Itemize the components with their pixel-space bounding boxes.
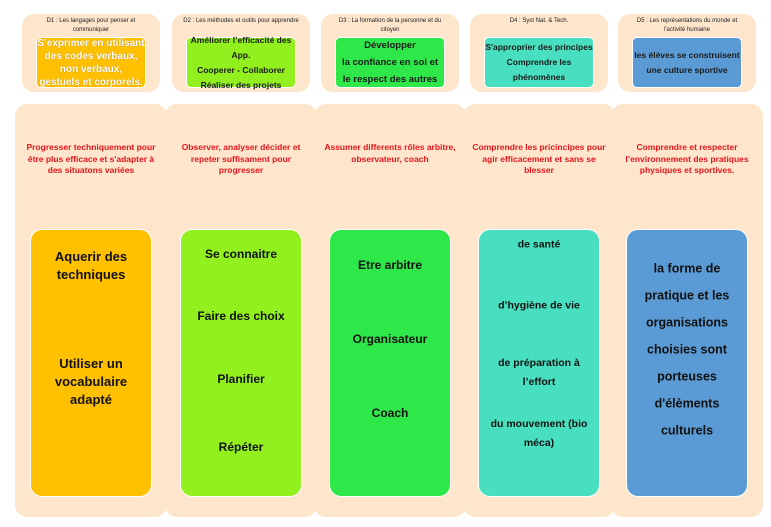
domain-title: D5 : Les représentations du monde et l'a…: [636, 18, 738, 33]
objective-text: Comprendre les pricincipes pour agir eff…: [472, 142, 606, 175]
summary-line: les élèves se construisent: [634, 49, 740, 60]
summary-line: des codes verbaux,: [44, 50, 138, 62]
skills-box: la forme de pratique et les organisation…: [626, 229, 748, 497]
skill-item: la forme de pratique et les organisation…: [644, 261, 730, 438]
skill-item: Faire des choix: [197, 309, 285, 323]
domain-panel-d2: D2 : Les méthodes et outils pour apprend…: [172, 14, 310, 92]
summary-line: Comprendre les phénomènes: [506, 57, 572, 82]
skill-item: Etre arbitre: [357, 258, 423, 272]
skill-item: Planifier: [217, 372, 265, 386]
objective-text: Assumer differents rôles arbitre, observ…: [324, 142, 456, 164]
skill-item: de santé: [517, 238, 561, 251]
domain-panel-d5: D5 : Les représentations du monde et l'a…: [618, 14, 756, 92]
skill-item: d’hygiène de vie: [498, 299, 580, 312]
summary-line: une culture sportive: [646, 64, 728, 75]
domain-title: D2 : Les méthodes et outils pour apprend…: [183, 18, 299, 24]
skills-box: Aquerir des techniques Utiliser un vocabu…: [30, 229, 152, 497]
skills-box: Etre arbitre Organisateur Coach: [329, 229, 451, 497]
skills-box: de santé d’hygiène de vie de préparation à…: [478, 229, 600, 497]
domain-summary-box: les élèves se construisent une culture sp…: [632, 37, 742, 88]
objective-text: Progresser techniquement pour être plus …: [26, 142, 156, 175]
domain-summary-box: S'approprier des principes Comprendre les…: [484, 37, 594, 88]
domain-panel-d1: D1 : Les langages pour penser et communi…: [22, 14, 160, 92]
summary-line: Développer: [364, 40, 416, 51]
objective-panel-d4: Comprendre les pricincipes pour agir eff…: [463, 104, 615, 517]
domain-panel-d4: D4 : Syst Nat. & Tech. S'approprier des p…: [470, 14, 608, 92]
objective-panel-d2: Observer, analyser décider et repeter su…: [165, 104, 317, 517]
objective-panel-d3: Assumer differents rôles arbitre, observ…: [314, 104, 466, 517]
skill-item: Aquerir des techniques: [54, 249, 128, 282]
domain-title: D3 : La formation de la personne et du c…: [338, 18, 442, 33]
skill-item: Se connaitre: [204, 247, 278, 261]
domain-summary-box: S’exprimer en utilisant des codes verbaux…: [36, 37, 146, 88]
summary-line: Réaliser des projets: [200, 79, 282, 90]
skill-item: de préparation à l’effort: [498, 357, 580, 388]
domain-panel-d3: D3 : La formation de la personne et du c…: [321, 14, 459, 92]
summary-line: gestuels et corporels.: [39, 76, 143, 88]
objective-panel-d5: Comprendre et respecter l’environnement …: [611, 104, 763, 517]
summary-line: non verbaux,: [59, 63, 123, 75]
skill-item: du mouvement (bio méca): [490, 418, 588, 449]
summary-line: S’exprimer en utilisant: [37, 37, 145, 49]
skill-item: Répéter: [218, 440, 264, 454]
objective-text: Observer, analyser décider et repeter su…: [181, 142, 301, 175]
domain-title: D4 : Syst Nat. & Tech.: [509, 18, 569, 24]
skill-item: Utiliser un vocabulaire adapté: [54, 356, 128, 407]
summary-line: le respect des autres: [342, 74, 438, 85]
summary-line: la confiance en soi et: [341, 57, 439, 68]
domain-summary-box: Améliorer l’efficacité des App. Cooperer …: [186, 35, 296, 90]
summary-line: S'approprier des principes: [485, 42, 593, 52]
summary-line: Améliorer l’efficacité des App.: [190, 34, 292, 60]
skills-box: Se connaitre Faire des choix Planifier Répé…: [180, 229, 302, 497]
skill-item: Coach: [371, 406, 409, 420]
objective-panel-d1: Progresser techniquement pour être plus …: [15, 104, 167, 517]
objective-text: Comprendre et respecter l’environnement …: [625, 142, 749, 175]
domain-summary-box: Développer la confiance en soi et le respe…: [335, 37, 445, 88]
skill-item: Organisateur: [352, 332, 428, 346]
summary-line: Cooperer - Collaborer: [197, 64, 285, 75]
domain-title: D1 : Les langages pour penser et communi…: [46, 18, 136, 33]
